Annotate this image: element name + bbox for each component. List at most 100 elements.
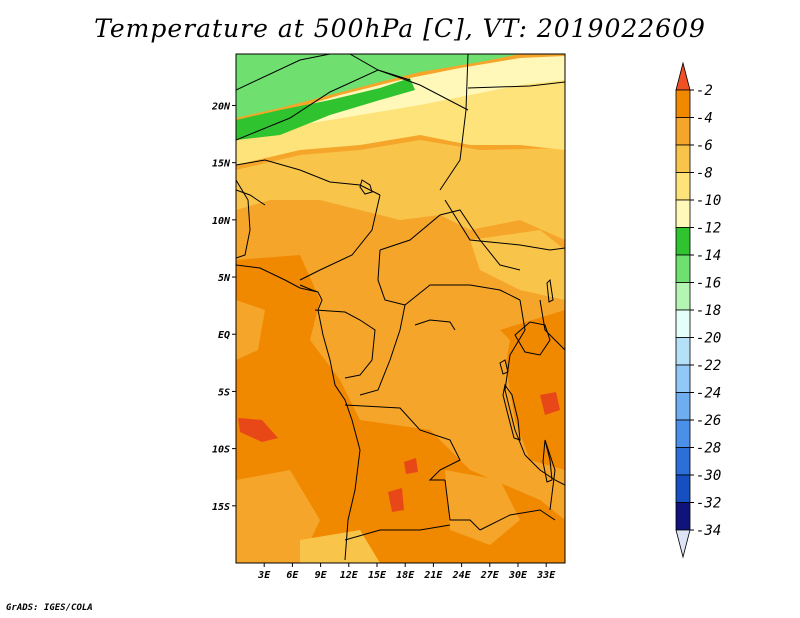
- field-mid-sw: [236, 470, 320, 563]
- colorbar-label: -2: [696, 83, 713, 99]
- border-niger-chad: [439, 54, 469, 191]
- colorbar-swatch: [675, 227, 691, 256]
- lake-turkana: [546, 278, 554, 303]
- lake-tanganyika: [502, 383, 521, 441]
- lon-tick-label: 24E: [452, 570, 472, 581]
- border-cameroon-car: [377, 249, 406, 306]
- lat-tick-label: 15S: [212, 502, 230, 513]
- border-sudan-ssudan: [444, 199, 565, 251]
- coastline-bight: [299, 284, 319, 293]
- border-angola-zambia: [444, 479, 481, 531]
- grads-credit: GrADS: IGES/COLA: [6, 603, 93, 613]
- colorbar-bottom-arrow: [675, 529, 691, 559]
- field-pale-north: [290, 56, 565, 125]
- colorbar-label: -26: [696, 413, 721, 429]
- field-warm-east: [500, 310, 565, 470]
- border-congo-drc: [359, 304, 406, 396]
- lake-malawi: [542, 439, 553, 483]
- border-uganda-kenya: [539, 299, 565, 351]
- lon-tick-label: 30E: [508, 570, 528, 581]
- colorbar: -2 -4 -6 -8 -10 -12 -14 -16 -18 -20 -22 -24 -26 -28 -3…: [675, 61, 721, 559]
- colorbar-swatch: [675, 254, 691, 283]
- temperature-field: [236, 54, 565, 563]
- field-hot-east: [540, 392, 560, 415]
- border-car-drc: [404, 284, 521, 306]
- field-mid-congo: [400, 300, 510, 410]
- colorbar-swatch: [675, 474, 691, 503]
- colorbar-label: -6: [696, 138, 713, 154]
- border-libya: [349, 54, 411, 81]
- colorbar-swatch: [675, 89, 691, 118]
- borders-layer: [236, 54, 565, 561]
- border-drc-angola: [344, 404, 461, 481]
- coastline-gulf-guinea: [236, 264, 361, 561]
- colorbar-swatch: [675, 337, 691, 366]
- colorbar-top-arrow: [675, 61, 691, 91]
- colorbar-swatch: [675, 172, 691, 201]
- border-angola-namibia: [344, 524, 451, 541]
- border-mali-niger: [236, 69, 469, 141]
- colorbar-label: -14: [696, 248, 721, 264]
- colorbar-swatch: [675, 392, 691, 421]
- lon-tick-label: 9E: [315, 570, 328, 581]
- border-algeria-south: [236, 54, 331, 91]
- border-tanzania: [524, 454, 565, 486]
- field-hot-angola-inland: [388, 488, 404, 512]
- colorbar-label: -4: [696, 111, 713, 127]
- colorbar-label: -34: [696, 523, 721, 539]
- lon-tick-label: 33E: [536, 570, 556, 581]
- colorbar-swatch: [675, 364, 691, 393]
- lon-tick-label: 18E: [396, 570, 415, 581]
- field-mid-south: [445, 470, 520, 545]
- lat-tick-label: EQ: [218, 330, 230, 341]
- colorbar-swatch: [675, 117, 691, 146]
- lat-tick-label: 15N: [212, 159, 231, 170]
- lat-tick-label: 10S: [212, 445, 230, 456]
- border-niger-nigeria: [236, 159, 381, 196]
- lon-tick-label: 27E: [480, 570, 500, 581]
- field-cool-south: [300, 530, 380, 563]
- border-burkina: [236, 189, 266, 206]
- river-congo: [414, 319, 456, 331]
- border-gabon-congo: [314, 309, 376, 379]
- colorbar-swatch: [675, 144, 691, 173]
- field-hot-angola-coast: [238, 418, 278, 442]
- colorbar-label: -32: [696, 496, 721, 512]
- colorbar-label: -8: [696, 166, 713, 182]
- lat-tick-label: 5N: [218, 273, 231, 284]
- lon-tick-label: 21E: [423, 570, 443, 581]
- latitude-axis: 20N 15N 10N 5N EQ 5S 10S 15S: [211, 101, 236, 513]
- colorbar-label: -24: [696, 386, 721, 402]
- colorbar-swatch: [675, 447, 691, 476]
- field-cool-east: [470, 230, 565, 300]
- map-frame: [235, 53, 566, 564]
- lon-tick-label: 15E: [368, 570, 387, 581]
- lat-tick-label: 5S: [218, 387, 230, 398]
- lat-tick-label: 20N: [211, 101, 231, 112]
- colorbar-swatch: [675, 419, 691, 448]
- colorbar-label: -22: [696, 358, 721, 374]
- border-nigeria-cameroon: [299, 194, 381, 281]
- lon-tick-label: 12E: [340, 570, 359, 581]
- field-dark-green: [236, 78, 415, 140]
- colorbar-swatch: [675, 199, 691, 228]
- border-malawi: [544, 439, 556, 511]
- colorbar-label: -30: [696, 468, 721, 484]
- colorbar-label: -16: [696, 276, 721, 292]
- lat-tick-label: 10N: [212, 216, 231, 227]
- field-green-2: [236, 54, 380, 100]
- lon-tick-label: 6E: [286, 570, 299, 581]
- colorbar-swatch: [675, 309, 691, 338]
- longitude-axis: 3E 6E 9E 12E 15E 18E 21E 24E 27E 30E 33E: [257, 563, 556, 581]
- lake-chad: [359, 179, 373, 195]
- border-zambia-zimbabwe: [479, 509, 556, 531]
- lake-victoria: [514, 321, 551, 356]
- field-hot-lake: [404, 458, 418, 474]
- lake-kivu: [499, 359, 509, 375]
- colorbar-label: -18: [696, 303, 721, 319]
- coastline-west-africa: [236, 179, 251, 259]
- colorbar-label: -20: [696, 331, 721, 347]
- colorbar-swatch: [675, 282, 691, 311]
- lon-tick-label: 3E: [257, 570, 271, 581]
